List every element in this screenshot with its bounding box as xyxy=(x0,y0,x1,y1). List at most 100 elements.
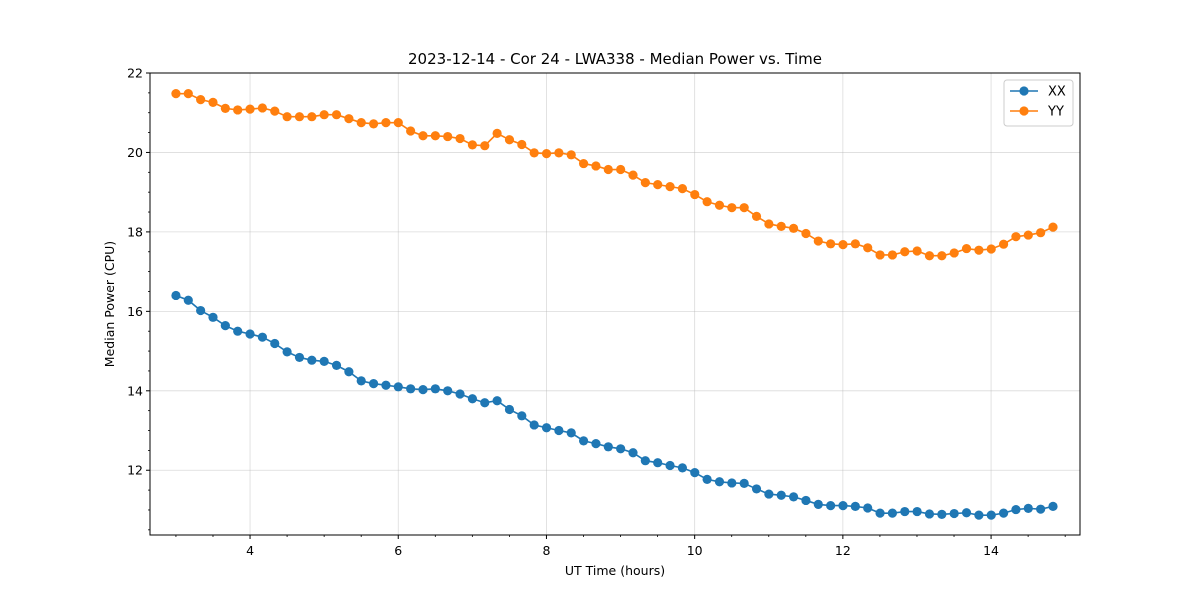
data-point-xx xyxy=(776,490,786,500)
data-point-yy xyxy=(554,148,564,158)
data-point-xx xyxy=(653,458,663,468)
data-point-yy xyxy=(196,95,206,105)
data-point-yy xyxy=(998,239,1009,249)
legend-label-xx: XX xyxy=(1048,85,1066,100)
data-point-xx xyxy=(974,510,984,520)
data-point-yy xyxy=(974,245,984,255)
data-point-xx xyxy=(208,312,218,322)
data-point-yy xyxy=(1023,230,1033,240)
data-point-xx xyxy=(578,436,589,446)
data-point-xx xyxy=(788,492,799,502)
data-point-xx xyxy=(171,290,181,301)
data-point-xx xyxy=(986,510,996,520)
data-point-yy xyxy=(838,240,848,250)
series-layer xyxy=(171,89,1058,520)
data-point-yy xyxy=(628,170,638,180)
data-point-xx xyxy=(714,477,725,487)
data-point-xx xyxy=(727,478,737,488)
y-tick-label: 14 xyxy=(127,383,143,398)
data-point-xx xyxy=(924,509,935,519)
data-point-xx xyxy=(764,489,774,499)
data-point-yy xyxy=(813,236,823,246)
data-point-xx xyxy=(541,423,552,433)
x-axis-ticks: 4 6 8 10 12 14 xyxy=(175,535,1066,558)
data-point-yy xyxy=(294,112,305,122)
data-point-yy xyxy=(257,103,268,113)
data-point-xx xyxy=(628,448,638,458)
data-point-xx xyxy=(566,428,576,438)
data-point-yy xyxy=(826,239,836,249)
data-point-xx xyxy=(443,386,453,396)
data-point-xx xyxy=(603,442,613,452)
data-point-xx xyxy=(430,384,440,394)
data-point-yy xyxy=(788,223,799,233)
data-point-xx xyxy=(690,468,700,478)
data-point-yy xyxy=(381,118,391,128)
data-point-yy xyxy=(233,105,243,115)
data-point-yy xyxy=(640,178,650,188)
data-point-yy xyxy=(220,103,230,113)
data-point-xx xyxy=(1023,503,1033,513)
data-point-yy xyxy=(418,131,428,141)
data-point-yy xyxy=(727,203,737,213)
data-point-xx xyxy=(554,425,564,436)
data-point-yy xyxy=(776,221,786,231)
data-point-yy xyxy=(616,164,626,175)
data-point-yy xyxy=(591,161,601,171)
x-tick-label: 8 xyxy=(542,543,550,558)
data-point-yy xyxy=(171,89,181,99)
data-point-xx xyxy=(801,495,811,506)
data-point-yy xyxy=(455,133,465,144)
data-point-xx xyxy=(640,456,650,466)
data-point-xx xyxy=(850,501,860,511)
data-point-xx xyxy=(418,385,428,395)
data-point-yy xyxy=(1011,232,1021,242)
data-point-xx xyxy=(368,379,379,389)
data-point-yy xyxy=(566,150,576,160)
data-point-xx xyxy=(887,508,898,518)
data-point-xx xyxy=(529,420,539,430)
data-point-yy xyxy=(863,243,873,253)
data-point-yy xyxy=(714,200,725,210)
data-point-yy xyxy=(331,110,342,120)
x-tick-label: 6 xyxy=(394,543,402,558)
data-point-yy xyxy=(443,131,453,142)
data-point-yy xyxy=(1036,228,1046,238)
data-point-xx xyxy=(1036,504,1046,514)
data-point-xx xyxy=(1011,504,1021,515)
data-point-xx xyxy=(677,463,688,473)
data-point-yy xyxy=(541,149,552,159)
data-point-yy xyxy=(739,203,749,213)
data-point-xx xyxy=(220,321,230,331)
data-point-xx xyxy=(331,360,342,370)
data-point-yy xyxy=(986,244,996,254)
data-point-xx xyxy=(912,506,922,517)
data-point-xx xyxy=(344,367,354,377)
data-point-xx xyxy=(826,501,836,511)
x-axis-label: UT Time (hours) xyxy=(565,563,665,578)
data-point-yy xyxy=(751,211,762,222)
data-point-yy xyxy=(467,140,478,150)
chart-title: 2023-12-14 - Cor 24 - LWA338 - Median Po… xyxy=(408,50,822,68)
data-point-yy xyxy=(949,248,959,258)
data-point-yy xyxy=(603,164,613,175)
legend-marker-xx xyxy=(1019,86,1029,96)
data-point-xx xyxy=(393,382,403,392)
data-point-xx xyxy=(196,305,206,316)
data-point-yy xyxy=(406,126,416,136)
data-point-xx xyxy=(998,508,1009,518)
data-point-xx xyxy=(406,384,416,394)
data-point-yy xyxy=(307,112,317,122)
data-point-xx xyxy=(257,332,268,342)
data-point-yy xyxy=(480,141,490,151)
data-point-yy xyxy=(702,197,712,207)
data-point-yy xyxy=(245,104,255,114)
data-point-yy xyxy=(937,251,947,261)
legend: XX YY xyxy=(1003,79,1074,127)
data-point-yy xyxy=(924,251,935,261)
series-xx xyxy=(171,290,1058,520)
data-point-xx xyxy=(233,326,243,336)
data-point-yy xyxy=(875,250,885,260)
data-point-xx xyxy=(739,478,749,488)
